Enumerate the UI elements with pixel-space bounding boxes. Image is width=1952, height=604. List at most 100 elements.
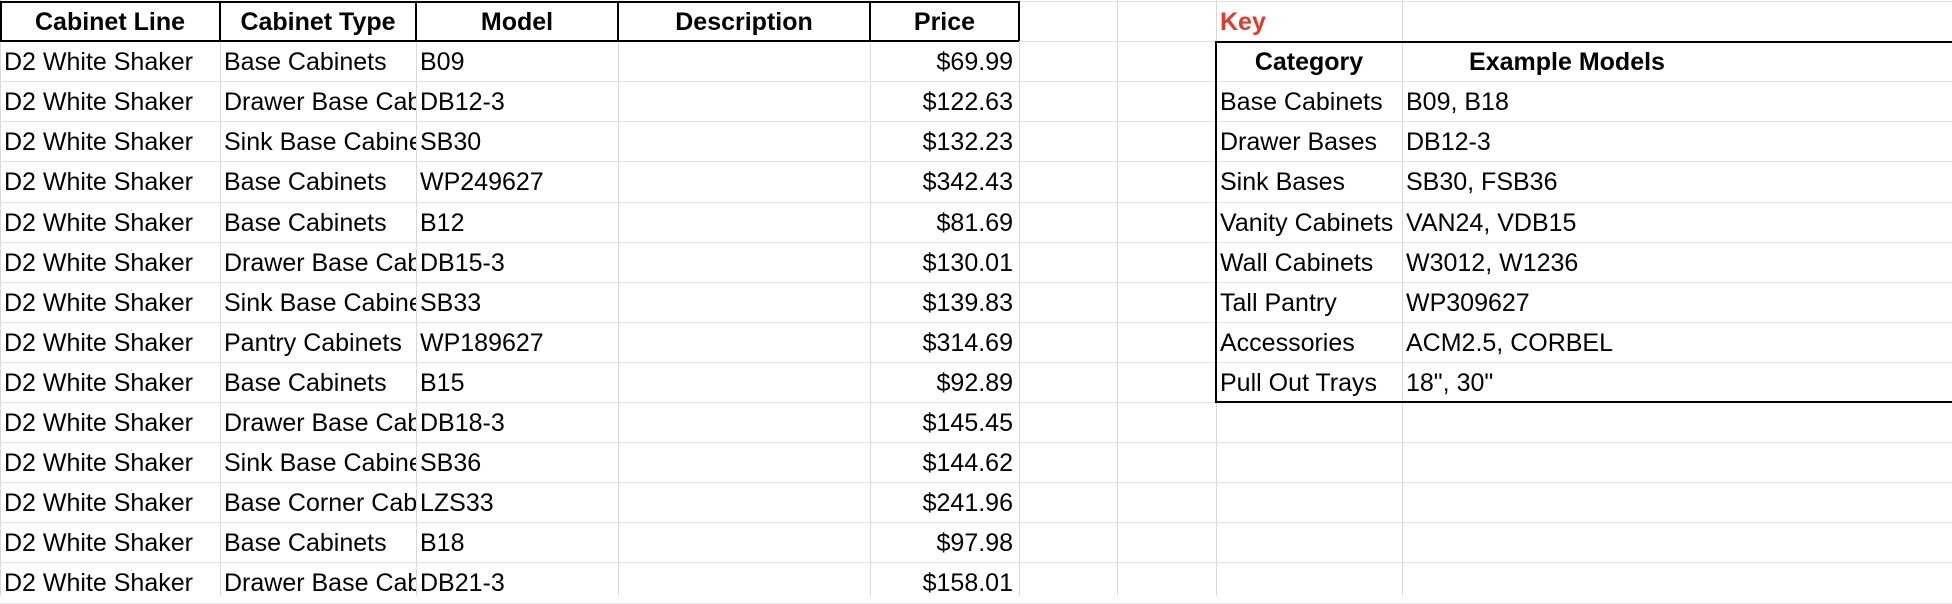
- cell-cabinet-line[interactable]: D2 White Shaker: [4, 368, 193, 397]
- cell-price[interactable]: $145.45: [922, 409, 1013, 437]
- key-cell-example-models[interactable]: VAN24, VDB15: [1406, 208, 1577, 237]
- cell-description[interactable]: [618, 322, 870, 362]
- header-model[interactable]: Model: [480, 8, 554, 36]
- header-border: [415, 1, 417, 42]
- cell-model[interactable]: WP189627: [420, 328, 544, 357]
- cell-cabinet-line[interactable]: D2 White Shaker: [4, 288, 193, 317]
- cell-price[interactable]: $97.98: [936, 529, 1013, 558]
- cell-model[interactable]: DB15-3: [420, 248, 505, 277]
- cell-cabinet-line[interactable]: D2 White Shaker: [4, 569, 193, 598]
- key-cell-example-models[interactable]: WP309627: [1406, 288, 1530, 317]
- cell-cabinet-type[interactable]: Base Cabinets: [224, 168, 387, 197]
- header-price[interactable]: Price: [913, 8, 976, 36]
- key-cell-example-models[interactable]: DB12-3: [1406, 128, 1491, 157]
- cell-cabinet-line[interactable]: D2 White Shaker: [4, 128, 193, 157]
- cell-cabinet-line[interactable]: D2 White Shaker: [4, 529, 193, 558]
- header-border: [869, 1, 871, 42]
- key-cell-category[interactable]: Base Cabinets: [1220, 88, 1383, 117]
- header-border: [0, 1, 1019, 3]
- key-header-category[interactable]: Category: [1254, 48, 1364, 77]
- cell-model[interactable]: SB30: [420, 128, 482, 157]
- cell-cabinet-type[interactable]: Base Cabinets: [224, 48, 387, 77]
- key-cell-example-models[interactable]: W3012, W1236: [1406, 248, 1579, 277]
- cell-model[interactable]: LZS33: [420, 489, 494, 518]
- cell-model[interactable]: SB33: [420, 288, 482, 317]
- cell-cabinet-type[interactable]: Drawer Base Cabinets: [224, 248, 416, 277]
- key-title[interactable]: Key: [1220, 8, 1266, 36]
- cell-price[interactable]: $69.99: [936, 48, 1013, 77]
- key-cell-category[interactable]: Drawer Bases: [1220, 128, 1377, 157]
- cell-cabinet-type[interactable]: Base Cabinets: [224, 529, 387, 558]
- key-cell-example-models[interactable]: SB30, FSB36: [1406, 168, 1558, 197]
- cell-description[interactable]: [618, 522, 870, 562]
- cell-model[interactable]: B15: [420, 368, 465, 397]
- cell-cabinet-line[interactable]: D2 White Shaker: [4, 248, 193, 277]
- cell-description[interactable]: [618, 402, 870, 442]
- cell-cabinet-type[interactable]: Drawer Base Cabinets: [224, 409, 416, 437]
- cell-description[interactable]: [618, 41, 870, 81]
- cell-cabinet-type[interactable]: Base Cabinets: [224, 208, 387, 237]
- cell-price[interactable]: $130.01: [922, 248, 1013, 277]
- grid-column-line: [1117, 0, 1118, 596]
- key-cell-category[interactable]: Wall Cabinets: [1220, 248, 1374, 277]
- cell-model[interactable]: SB36: [420, 449, 482, 478]
- cell-description[interactable]: [618, 362, 870, 402]
- cell-cabinet-line[interactable]: D2 White Shaker: [4, 168, 193, 197]
- cell-cabinet-line[interactable]: D2 White Shaker: [4, 88, 193, 117]
- cell-price[interactable]: $144.62: [922, 449, 1013, 478]
- cell-description[interactable]: [618, 121, 870, 161]
- cell-model[interactable]: DB12-3: [420, 88, 505, 117]
- key-header-example-models[interactable]: Example Models: [1469, 48, 1665, 77]
- cell-model[interactable]: DB18-3: [420, 409, 505, 437]
- cell-cabinet-line[interactable]: D2 White Shaker: [4, 208, 193, 237]
- cell-cabinet-type[interactable]: Sink Base Cabinets: [224, 449, 416, 478]
- cell-model[interactable]: B18: [420, 529, 465, 558]
- key-cell-category[interactable]: Vanity Cabinets: [1220, 208, 1394, 237]
- cell-cabinet-line[interactable]: D2 White Shaker: [4, 328, 193, 357]
- grid-column-line: [1019, 0, 1020, 596]
- cell-model[interactable]: WP249627: [420, 168, 544, 197]
- key-cell-example-models[interactable]: 18", 30": [1406, 368, 1494, 397]
- cell-price[interactable]: $81.69: [936, 208, 1013, 237]
- cell-cabinet-line[interactable]: D2 White Shaker: [4, 409, 193, 437]
- cell-cabinet-type[interactable]: Sink Base Cabinets: [224, 288, 416, 317]
- cell-price[interactable]: $342.43: [922, 168, 1013, 197]
- key-cell-category[interactable]: Pull Out Trays: [1220, 368, 1377, 397]
- key-cell-category[interactable]: Tall Pantry: [1220, 288, 1337, 317]
- cell-cabinet-type[interactable]: Pantry Cabinets: [224, 328, 402, 357]
- cell-model[interactable]: B09: [420, 48, 465, 77]
- cell-cabinet-type[interactable]: Base Corner Cabinets: [224, 489, 416, 518]
- header-description[interactable]: Description: [675, 8, 813, 36]
- cell-description[interactable]: [618, 482, 870, 522]
- cell-model[interactable]: B12: [420, 208, 465, 237]
- key-cell-category[interactable]: Accessories: [1220, 328, 1355, 357]
- cell-price[interactable]: $241.96: [922, 489, 1013, 518]
- cell-description[interactable]: [618, 81, 870, 121]
- cell-description[interactable]: [618, 442, 870, 482]
- header-border: [219, 1, 221, 42]
- cell-price[interactable]: $92.89: [936, 368, 1013, 397]
- key-cell-example-models[interactable]: B09, B18: [1406, 88, 1509, 117]
- cell-price[interactable]: $132.23: [922, 128, 1013, 157]
- cell-description[interactable]: [618, 202, 870, 242]
- cell-cabinet-type[interactable]: Sink Base Cabinets: [224, 128, 416, 157]
- cell-cabinet-type[interactable]: Base Cabinets: [224, 368, 387, 397]
- cell-cabinet-type[interactable]: Drawer Base Cabinets: [224, 569, 416, 598]
- cell-cabinet-type[interactable]: Drawer Base Cabinets: [224, 88, 416, 117]
- key-cell-category[interactable]: Sink Bases: [1220, 168, 1346, 197]
- cell-description[interactable]: [618, 161, 870, 201]
- cell-model[interactable]: DB21-3: [420, 569, 505, 598]
- cell-description[interactable]: [618, 282, 870, 322]
- cell-price[interactable]: $122.63: [922, 88, 1013, 117]
- cell-description[interactable]: [618, 562, 870, 602]
- header-cabinet-type[interactable]: Cabinet Type: [240, 8, 396, 36]
- cell-cabinet-line[interactable]: D2 White Shaker: [4, 489, 193, 518]
- cell-cabinet-line[interactable]: D2 White Shaker: [4, 48, 193, 77]
- cell-cabinet-line[interactable]: D2 White Shaker: [4, 449, 193, 478]
- key-cell-example-models[interactable]: ACM2.5, CORBEL: [1406, 328, 1614, 357]
- header-cabinet-line[interactable]: Cabinet Line: [34, 8, 185, 36]
- cell-price[interactable]: $314.69: [922, 328, 1013, 357]
- cell-description[interactable]: [618, 242, 870, 282]
- cell-price[interactable]: $158.01: [922, 569, 1013, 598]
- cell-price[interactable]: $139.83: [922, 288, 1013, 317]
